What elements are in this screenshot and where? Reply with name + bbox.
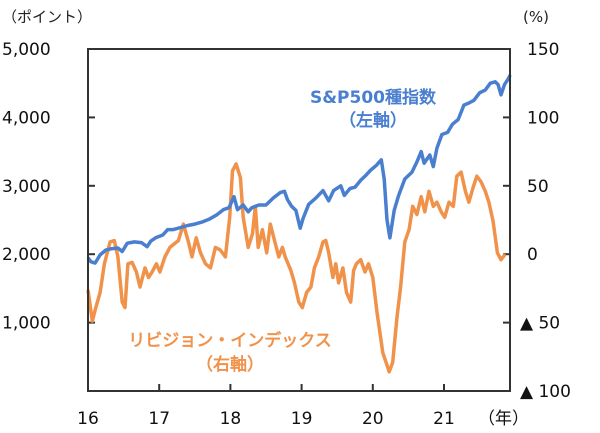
left-tick-label: 4,000 bbox=[2, 108, 51, 128]
right-tick-label: ▲ 100 bbox=[520, 382, 571, 402]
right-tick-label: 50 bbox=[527, 177, 549, 197]
right-tick-label: 0 bbox=[527, 245, 538, 265]
x-tick-label: 19 bbox=[291, 409, 313, 429]
right-tick-label: ▲ 50 bbox=[520, 314, 560, 334]
left-tick-label: 2,000 bbox=[2, 245, 51, 265]
x-tick-label: 16 bbox=[77, 409, 99, 429]
series-sublabel-revision: （右軸） bbox=[196, 354, 264, 375]
left-tick-label: 3,000 bbox=[2, 177, 51, 197]
x-tick-label: 20 bbox=[362, 409, 384, 429]
x-tick-label: 17 bbox=[148, 409, 170, 429]
x-tick-label: 21 bbox=[433, 409, 455, 429]
x-axis-unit: （年） bbox=[478, 409, 529, 429]
series-label-sp500: S&P500種指数 bbox=[310, 87, 437, 108]
right-tick-label: 150 bbox=[527, 40, 559, 60]
revision-index-line bbox=[86, 162, 507, 374]
right-tick-label: 100 bbox=[527, 108, 559, 128]
left-tick-label: 5,000 bbox=[2, 40, 51, 60]
sp500-line bbox=[86, 74, 512, 265]
left-axis-unit: （ポイント） bbox=[2, 8, 92, 26]
left-tick-label: 1,000 bbox=[2, 314, 51, 334]
plot-frame bbox=[87, 48, 511, 392]
series-label-revision: リビジョン・インデックス bbox=[128, 330, 332, 351]
series-sublabel-sp500: （左軸） bbox=[339, 110, 407, 131]
x-tick-label: 18 bbox=[220, 409, 242, 429]
right-axis-unit: (%) bbox=[523, 8, 549, 26]
